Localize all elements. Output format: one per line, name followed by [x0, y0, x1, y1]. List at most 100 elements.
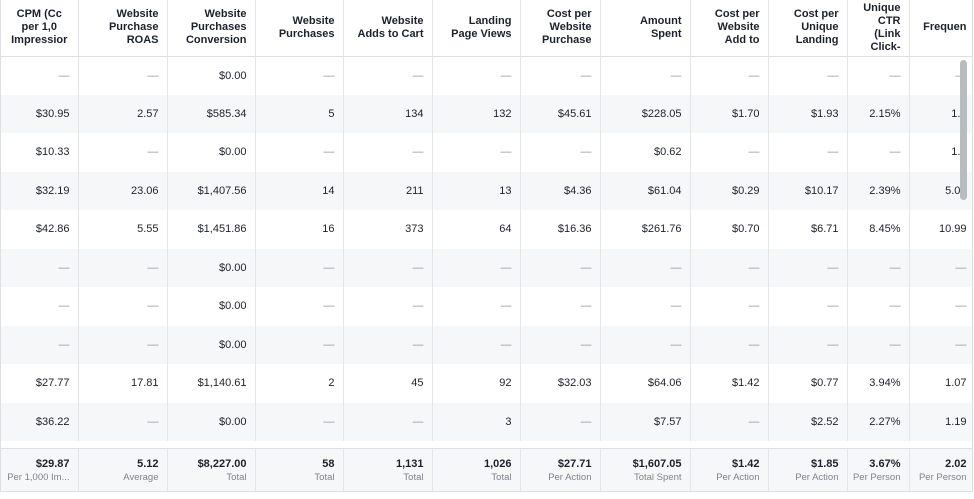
table-cell: — [255, 248, 344, 287]
summary-cell: 1,131 Total [343, 449, 433, 491]
table-cell: — [78, 133, 168, 172]
table-row: $30.95 2.57 $585.34 5 134 132 $45.61 $228.05 $1.… [1, 94, 972, 133]
table-cell: — [78, 248, 168, 287]
summary-cell: 1,026 Total [432, 449, 521, 491]
summary-label: Total [314, 472, 335, 483]
table-cell: 45 [343, 364, 433, 403]
column-header[interactable]: Frequen [909, 0, 972, 57]
table-cell: 2.15% [847, 94, 910, 133]
summary-label: Total [403, 472, 424, 483]
table-cell: — [78, 402, 168, 441]
table-cell: — [255, 325, 344, 364]
table-cell: $1,407.56 [167, 171, 256, 210]
table-cell: 8.45% [847, 210, 910, 249]
table-cell: — [78, 325, 168, 364]
column-header[interactable]: Unique CTR (Link Click- [847, 0, 910, 57]
summary-label: Per Action [716, 472, 760, 483]
column-header[interactable]: Website Purchase ROAS [78, 0, 168, 57]
summary-value: $1.42 [731, 458, 760, 470]
table-cell: $1,140.61 [167, 364, 256, 403]
column-header[interactable]: Website Purchases [255, 0, 344, 57]
table-cell: — [255, 133, 344, 172]
table-cell: — [432, 133, 521, 172]
summary-cell: $27.71 Per Action [520, 449, 601, 491]
table-cell: $0.00 [167, 248, 256, 287]
summary-label: Per Action [795, 472, 839, 483]
table-cell: — [1, 287, 79, 326]
table-cell: $16.36 [520, 210, 601, 249]
table-cell: — [520, 325, 601, 364]
table-cell: — [343, 325, 433, 364]
header-row: CPM (Cc per 1,0 Impressior Website Purcha… [1, 0, 972, 57]
table-cell: 3.94% [847, 364, 910, 403]
summary-value: $1,607.05 [632, 458, 682, 470]
table-cell: $0.62 [600, 133, 691, 172]
table-cell: $10.17 [768, 171, 848, 210]
scrollbar[interactable] [960, 60, 967, 200]
summary-label: Total [491, 472, 512, 483]
summary-cell: $1,607.05 Total Spent [600, 449, 691, 491]
summary-label: Per 1,000 Im... [7, 472, 70, 483]
summary-cell: 58 Total [255, 449, 344, 491]
table-cell: 17.81 [78, 364, 168, 403]
column-header[interactable]: Website Purchases Conversion [167, 0, 256, 57]
column-header[interactable]: Landing Page Views [432, 0, 521, 57]
summary-value: 1,131 [395, 458, 424, 470]
summary-cell: $8,227.00 Total [167, 449, 256, 491]
summary-value: $29.87 [35, 458, 70, 470]
table-cell: — [847, 325, 910, 364]
table-cell: 23.06 [78, 171, 168, 210]
table-cell: — [343, 56, 433, 95]
table-cell: 13 [432, 171, 521, 210]
column-header[interactable]: Cost per Unique Landing [768, 0, 848, 57]
column-header[interactable]: Cost per Website Add to [690, 0, 769, 57]
table-cell: — [520, 287, 601, 326]
table-cell: — [1, 56, 79, 95]
table-row: $10.33— $0.00— — — — $0.62— — —1.5 [1, 133, 972, 172]
table-cell: 211 [343, 171, 433, 210]
column-header[interactable]: Cost per Website Purchase [520, 0, 601, 57]
table-cell: $0.77 [768, 364, 848, 403]
table-cell: — [600, 325, 691, 364]
table-cell: $228.05 [600, 94, 691, 133]
summary-label: Per Action [548, 472, 592, 483]
table-cell: — [1, 248, 79, 287]
table-cell: — [847, 248, 910, 287]
table-cell: 2.57 [78, 94, 168, 133]
table-cell: $1.70 [690, 94, 769, 133]
table-cell: $0.00 [167, 402, 256, 441]
table-cell: $32.03 [520, 364, 601, 403]
table-cell: — [1, 325, 79, 364]
table-cell: — [520, 56, 601, 95]
table-cell: — [847, 56, 910, 95]
table-cell: $0.29 [690, 171, 769, 210]
table-cell: — [343, 402, 433, 441]
column-header[interactable]: CPM (Cc per 1,0 Impressior [1, 0, 79, 57]
table-cell: — [432, 325, 521, 364]
table-cell: $6.71 [768, 210, 848, 249]
table-cell: — [432, 287, 521, 326]
table: CPM (Cc per 1,0 Impressior Website Purcha… [1, 0, 972, 441]
table-cell: — [78, 287, 168, 326]
column-header[interactable]: Amount Spent [600, 0, 691, 57]
table-cell: $585.34 [167, 94, 256, 133]
table-cell: 5.55 [78, 210, 168, 249]
table-cell: 132 [432, 94, 521, 133]
table-body: ——$0.00—————————$30.952.57$585.345134132… [1, 56, 972, 441]
table-row: $36.22— $0.00— —3— $7.57— $2.52 2.27% 1.19 [1, 402, 972, 441]
table-cell: — [520, 248, 601, 287]
summary-label: Per Person [852, 472, 901, 483]
table-cell: — [909, 287, 972, 326]
table-cell: 1.07 [909, 364, 972, 403]
column-header[interactable]: Website Adds to Cart [343, 0, 433, 57]
table-row: ——$0.00————————— [1, 325, 972, 364]
table-cell: — [343, 133, 433, 172]
table-cell: — [768, 56, 848, 95]
table-cell: — [690, 402, 769, 441]
table-cell: — [690, 248, 769, 287]
table-cell: $0.00 [167, 325, 256, 364]
table-cell: — [847, 133, 910, 172]
table-cell: — [78, 56, 168, 95]
table-cell: — [255, 287, 344, 326]
